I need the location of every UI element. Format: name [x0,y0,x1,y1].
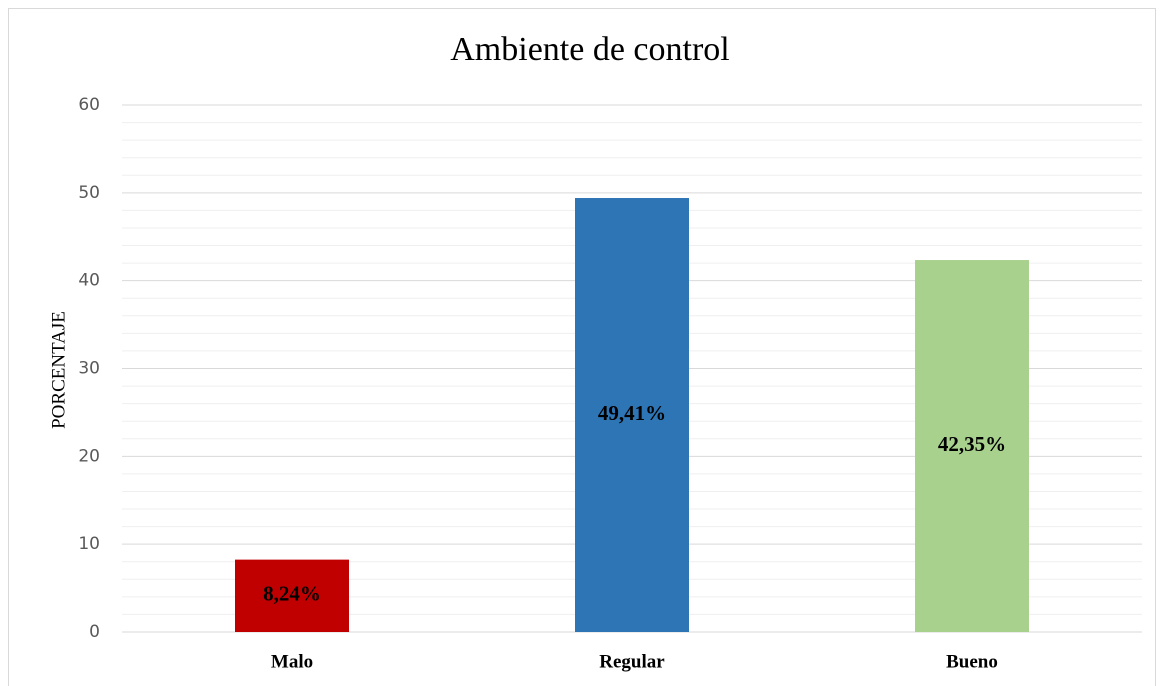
x-tick-label: Bueno [946,651,998,672]
bar [915,260,1029,632]
y-tick-label: 0 [89,622,100,642]
y-tick-label: 10 [78,534,100,554]
y-tick-label: 60 [78,95,100,115]
y-tick-label: 50 [78,183,100,203]
y-axis-label: PORCENTAJE [48,311,69,429]
x-tick-label: Malo [271,651,313,672]
value-label: 8,24% [263,582,321,606]
bar [575,198,689,632]
y-tick-label: 40 [78,271,100,291]
bar [235,559,349,632]
y-tick-label: 30 [78,359,100,379]
chart-title: Ambiente de control [450,31,729,68]
value-label: 42,35% [938,432,1006,456]
value-label: 49,41% [598,401,666,425]
y-tick-label: 20 [78,446,100,466]
x-tick-label: Regular [599,651,665,672]
